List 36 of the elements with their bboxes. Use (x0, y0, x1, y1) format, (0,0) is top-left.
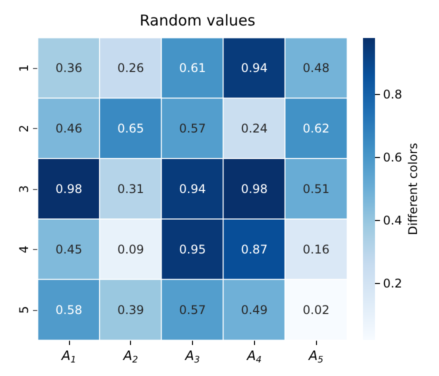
data-label: 0.46 (56, 122, 82, 136)
data-label: 0.51 (302, 182, 330, 196)
y-tick-label: 4 (17, 246, 31, 254)
data-label: 0.95 (179, 242, 206, 256)
data-label: 0.09 (117, 242, 144, 256)
color-bar-title: Different colors (406, 142, 420, 236)
data-label: 0.36 (56, 61, 82, 76)
data-label: 0.57 (179, 122, 206, 136)
data-label: 0.48 (302, 61, 330, 76)
y-tick-label: 3 (17, 185, 31, 193)
data-label: 0.98 (56, 182, 82, 196)
color-bar-label: 0.4 (383, 213, 402, 228)
data-label: 0.58 (56, 302, 82, 317)
data-label: 0.62 (302, 122, 330, 136)
data-label: 0.39 (117, 302, 144, 317)
color-bar-label: 0.2 (383, 276, 402, 290)
data-label: 0.31 (117, 182, 144, 196)
y-tick-label: 2 (17, 124, 31, 132)
data-label: 0.45 (56, 242, 82, 256)
data-label: 0.87 (240, 242, 268, 256)
chart-title: Random values (140, 12, 256, 30)
color-bar-label: 0.6 (383, 150, 402, 165)
data-label: 0.98 (240, 182, 268, 196)
y-tick-label: 1 (17, 64, 31, 72)
color-bar-label: 0.8 (383, 88, 402, 102)
data-label: 0.49 (240, 302, 268, 317)
data-label: 0.24 (240, 122, 268, 136)
data-label: 0.02 (302, 302, 330, 317)
data-label: 0.26 (117, 61, 144, 76)
data-label: 0.94 (240, 61, 268, 76)
data-label: 0.94 (179, 182, 206, 196)
data-label: 0.61 (179, 61, 206, 76)
y-tick-label: 5 (17, 306, 31, 314)
data-label: 0.57 (179, 302, 206, 317)
data-label: 0.65 (117, 122, 144, 136)
data-label: 0.16 (302, 242, 330, 256)
